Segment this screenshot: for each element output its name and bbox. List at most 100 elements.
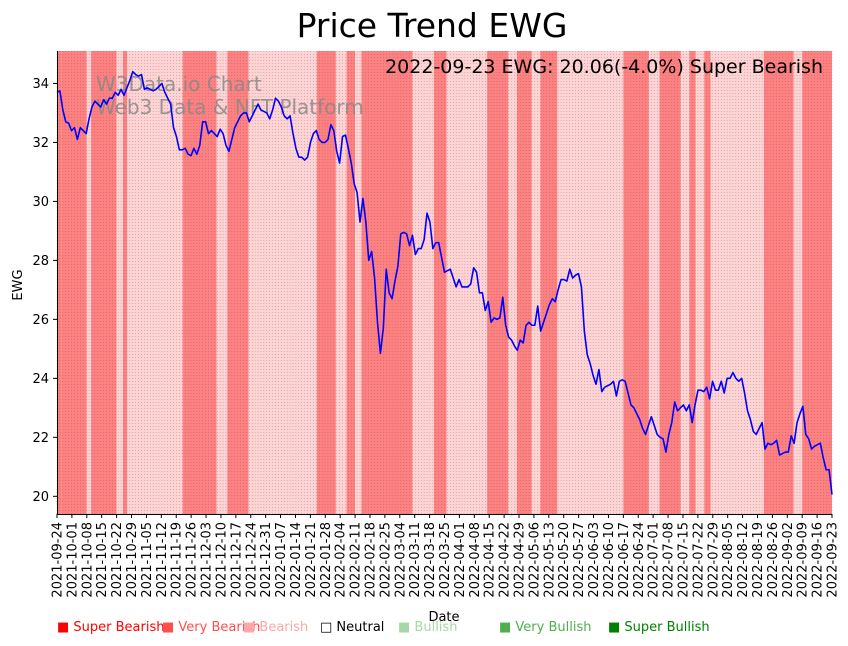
x-tick-label: 2022-08-12 bbox=[736, 522, 751, 598]
x-tick-label: 2022-02-18 bbox=[363, 522, 378, 598]
x-tick-label: 2021-11-19 bbox=[170, 522, 185, 598]
price-line-series bbox=[56, 70, 833, 495]
x-tick-label: 2021-09-24 bbox=[51, 522, 66, 598]
x-tick-label: 2021-12-03 bbox=[200, 522, 215, 598]
sentiment-band bbox=[659, 51, 681, 514]
x-tick-label: 2022-06-24 bbox=[632, 522, 647, 598]
x-tick-label: 2022-01-07 bbox=[274, 522, 289, 598]
y-axis-ticks: 20 22 24 26 28 30 32 34 bbox=[32, 77, 57, 505]
sentiment-band bbox=[335, 51, 347, 514]
x-tick-label: 2022-05-06 bbox=[527, 522, 542, 598]
sentiment-band bbox=[216, 51, 228, 514]
y-tick-label: 22 bbox=[32, 431, 49, 446]
x-tick-label: 2022-09-23 bbox=[826, 522, 841, 598]
sentiment-band bbox=[516, 51, 532, 514]
sentiment-band bbox=[680, 51, 690, 514]
sentiment-band bbox=[412, 51, 434, 514]
x-tick-label: 2022-07-08 bbox=[662, 522, 677, 598]
x-tick-label: 2022-08-26 bbox=[766, 522, 781, 598]
sentiment-band bbox=[248, 51, 317, 514]
x-tick-label: 2022-07-15 bbox=[676, 522, 691, 598]
x-tick-label: 2022-04-22 bbox=[498, 522, 513, 598]
sentiment-legend: ■ Super Bearish ■ Very Bearish ■ Bearish □ … bbox=[0, 620, 848, 640]
sentiment-band bbox=[446, 51, 488, 514]
legend-label: Bearish bbox=[259, 620, 309, 635]
y-tick-label: 28 bbox=[32, 254, 49, 269]
legend-label: Super Bearish bbox=[73, 620, 165, 635]
sentiment-bands bbox=[57, 51, 832, 514]
legend-swatch: ■ bbox=[608, 620, 625, 635]
sentiment-band bbox=[346, 51, 356, 514]
x-tick-label: 2022-01-14 bbox=[289, 522, 304, 598]
x-tick-label: 2021-10-08 bbox=[80, 522, 95, 598]
legend-item: ■ Bullish bbox=[398, 620, 457, 635]
x-tick-label: 2022-06-10 bbox=[602, 522, 617, 598]
x-tick-label: 2022-09-09 bbox=[796, 522, 811, 598]
x-axis-ticks: 2021-09-24 2021-10-01 2021-10-08 2021-10-15… bbox=[51, 514, 841, 598]
y-tick-label: 20 bbox=[32, 490, 49, 505]
x-tick-label: 2022-07-01 bbox=[647, 522, 662, 598]
x-tick-label: 2022-03-04 bbox=[393, 522, 408, 598]
x-tick-label: 2022-03-18 bbox=[423, 522, 438, 598]
x-tick-label: 2022-07-29 bbox=[706, 522, 721, 598]
sentiment-band bbox=[355, 51, 362, 514]
x-tick-label: 2022-04-15 bbox=[483, 522, 498, 598]
sentiment-band bbox=[710, 51, 764, 514]
x-tick-label: 2022-03-11 bbox=[408, 522, 423, 598]
vertical-gridlines bbox=[56, 51, 833, 514]
sentiment-band bbox=[508, 51, 517, 514]
y-tick-label: 24 bbox=[32, 372, 49, 387]
legend-swatch: ■ bbox=[499, 620, 516, 635]
x-tick-label: 2022-09-16 bbox=[811, 522, 826, 598]
x-tick-label: 2021-12-17 bbox=[229, 522, 244, 598]
sentiment-band bbox=[57, 51, 62, 514]
legend-swatch: ■ bbox=[398, 620, 415, 635]
x-tick-label: 2022-08-05 bbox=[721, 522, 736, 598]
y-axis-label: EWG bbox=[11, 269, 26, 300]
watermark-line-2: Web3 Data & NFT Platform bbox=[96, 95, 364, 119]
x-tick-label: 2022-05-20 bbox=[557, 522, 572, 598]
sentiment-band bbox=[763, 51, 794, 514]
sentiment-band bbox=[487, 51, 509, 514]
legend-item: ■ Very Bearish bbox=[162, 620, 260, 635]
x-tick-label: 2021-12-10 bbox=[214, 522, 229, 598]
legend-item: □ Neutral bbox=[320, 620, 384, 635]
x-tick-label: 2022-01-28 bbox=[319, 522, 334, 598]
legend-item: ■ Super Bearish bbox=[57, 620, 165, 635]
legend-swatch: ■ bbox=[162, 620, 179, 635]
legend-item: ■ Bearish bbox=[243, 620, 308, 635]
latest-price-info: 2022-09-23 EWG: 20.06(-4.0%) Super Beari… bbox=[385, 56, 823, 78]
legend-label: Neutral bbox=[336, 620, 385, 635]
legend-item: ■ Very Bullish bbox=[499, 620, 591, 635]
sentiment-band bbox=[531, 51, 541, 514]
x-tick-label: 2021-11-05 bbox=[140, 522, 155, 598]
sentiment-band bbox=[623, 51, 649, 514]
x-tick-label: 2022-05-27 bbox=[572, 522, 587, 598]
x-tick-label: 2021-10-15 bbox=[95, 522, 110, 598]
y-tick-label: 32 bbox=[32, 136, 49, 151]
x-tick-label: 2022-03-25 bbox=[438, 522, 453, 598]
x-tick-label: 2022-09-02 bbox=[781, 522, 796, 598]
x-tick-label: 2021-11-26 bbox=[185, 522, 200, 598]
x-tick-label: 2022-02-04 bbox=[334, 522, 349, 598]
x-tick-label: 2022-04-29 bbox=[513, 522, 528, 598]
legend-label: Very Bearish bbox=[178, 620, 261, 635]
sentiment-band bbox=[689, 51, 696, 514]
sentiment-band bbox=[695, 51, 705, 514]
sentiment-band bbox=[116, 51, 124, 514]
legend-item: ■ Super Bullish bbox=[608, 620, 710, 635]
x-tick-label: 2022-05-13 bbox=[542, 522, 557, 598]
x-tick-label: 2022-06-17 bbox=[617, 522, 632, 598]
legend-label: Very Bullish bbox=[515, 620, 592, 635]
x-tick-label: 2022-06-03 bbox=[587, 522, 602, 598]
x-axis-label: Date bbox=[428, 610, 459, 625]
x-tick-label: 2021-10-01 bbox=[65, 522, 80, 598]
x-tick-label: 2022-04-08 bbox=[468, 522, 483, 598]
sentiment-band bbox=[316, 51, 336, 514]
x-tick-label: 2022-01-21 bbox=[304, 522, 319, 598]
x-tick-label: 2022-07-22 bbox=[691, 522, 706, 598]
legend-label: Bullish bbox=[414, 620, 458, 635]
x-tick-label: 2021-11-12 bbox=[155, 522, 170, 598]
x-tick-label: 2022-04-01 bbox=[453, 522, 468, 598]
